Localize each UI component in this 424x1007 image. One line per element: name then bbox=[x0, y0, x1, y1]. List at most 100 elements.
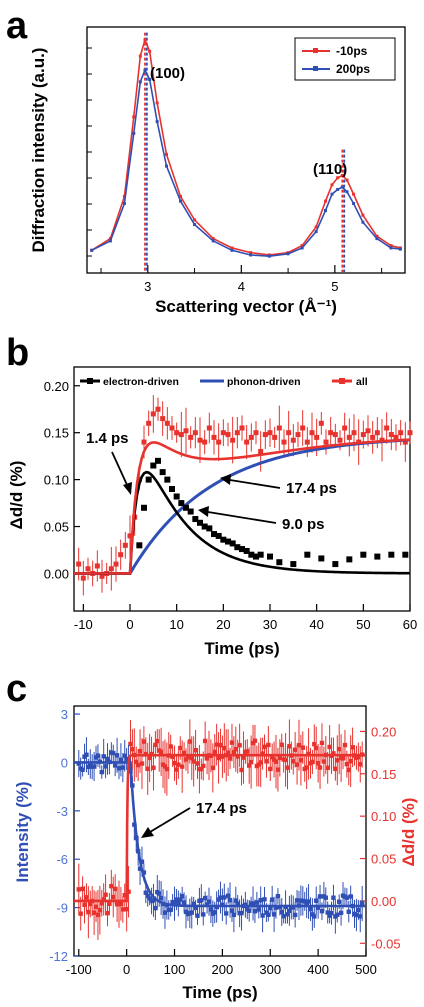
arrow-1p4 bbox=[111, 451, 129, 488]
panel-c-plot bbox=[74, 719, 366, 940]
data-point-dd bbox=[262, 744, 267, 750]
data-point-intensity bbox=[147, 896, 152, 901]
data-point-intensity bbox=[266, 912, 271, 918]
panel-a-xlabel: Scattering vector (Å⁻¹) bbox=[155, 297, 337, 316]
data-point-all bbox=[113, 561, 119, 567]
data-point-dd bbox=[294, 762, 300, 767]
data-point bbox=[340, 173, 344, 177]
panel-a-annot-100: (100) bbox=[150, 65, 185, 82]
data-point-all bbox=[328, 430, 334, 436]
data-point-electron bbox=[360, 551, 367, 558]
data-point-electron bbox=[155, 457, 161, 464]
data-point-dd bbox=[225, 750, 231, 755]
data-point-intensity bbox=[233, 898, 238, 903]
data-point-dd bbox=[248, 759, 254, 765]
data-point-dd bbox=[145, 766, 150, 772]
data-point-dd bbox=[273, 759, 279, 764]
data-point-intensity bbox=[319, 908, 325, 914]
data-point-intensity bbox=[111, 750, 116, 756]
data-point-all bbox=[258, 448, 264, 454]
data-point-dd bbox=[356, 754, 361, 760]
data-point-dd bbox=[95, 912, 101, 918]
legend-box bbox=[294, 37, 396, 81]
data-point-intensity bbox=[227, 897, 233, 903]
data-point-all bbox=[272, 434, 278, 440]
data-point-intensity bbox=[268, 905, 273, 911]
x-tick-label: 100 bbox=[164, 962, 186, 977]
panel-a-xticks: 3 4 5 bbox=[87, 47, 383, 294]
data-point-dd bbox=[212, 749, 217, 755]
data-point-dd bbox=[134, 759, 139, 765]
data-point-dd bbox=[191, 759, 196, 764]
data-point-dd bbox=[333, 766, 338, 772]
data-point bbox=[230, 246, 234, 250]
data-point-intensity bbox=[224, 911, 229, 916]
legend-marker-black bbox=[87, 378, 93, 384]
fit-dd bbox=[74, 753, 366, 903]
data-point-intensity bbox=[225, 893, 231, 898]
y-left-tick-label: -3 bbox=[56, 804, 68, 819]
x-tick-label: 200 bbox=[212, 962, 234, 977]
panel-c-ylabel-right: Δd/d (%) bbox=[399, 798, 418, 867]
data-point-dd bbox=[84, 895, 89, 900]
data-point bbox=[165, 164, 168, 168]
data-point-electron bbox=[248, 551, 255, 558]
data-point-intensity bbox=[256, 907, 261, 912]
data-point-all bbox=[370, 434, 376, 440]
data-point-dd bbox=[153, 742, 158, 748]
panel-b-frame bbox=[73, 366, 411, 612]
data-point-intensity bbox=[292, 912, 298, 918]
data-point-dd bbox=[76, 887, 81, 892]
data-point-all bbox=[99, 573, 105, 579]
panel-letter-b: b bbox=[6, 332, 29, 374]
data-point-intensity bbox=[202, 895, 208, 901]
data-point-all bbox=[108, 566, 114, 572]
data-point-dd bbox=[319, 740, 325, 746]
data-point-dd bbox=[239, 767, 244, 773]
data-point bbox=[132, 115, 136, 119]
data-point-all bbox=[281, 439, 287, 445]
data-point-electron bbox=[141, 504, 147, 511]
data-point-dd bbox=[344, 761, 350, 767]
data-point-electron bbox=[304, 551, 311, 558]
data-point-intensity bbox=[275, 893, 281, 899]
data-point-all bbox=[146, 420, 152, 426]
data-point-all bbox=[234, 430, 240, 436]
data-point-electron bbox=[145, 476, 152, 483]
data-point-dd bbox=[348, 758, 353, 764]
data-point-electron bbox=[276, 559, 283, 566]
data-point-intensity bbox=[122, 753, 127, 758]
data-point-dd bbox=[269, 754, 275, 760]
data-point-electron bbox=[243, 547, 250, 554]
data-point-intensity bbox=[114, 753, 120, 758]
y-right-tick-label: 0.05 bbox=[371, 852, 396, 867]
data-point-intensity bbox=[254, 900, 260, 905]
data-point-all bbox=[202, 439, 208, 445]
data-point-dd bbox=[314, 745, 319, 751]
data-point-all bbox=[323, 439, 329, 445]
data-point-intensity bbox=[235, 901, 240, 906]
data-point-electron bbox=[220, 536, 227, 543]
legend-marker-red-b bbox=[339, 378, 345, 384]
data-point bbox=[230, 248, 234, 252]
data-point-dd bbox=[258, 760, 263, 765]
legend-marker-blue bbox=[313, 66, 318, 71]
data-point-electron bbox=[164, 476, 171, 483]
data-point-dd bbox=[231, 749, 237, 755]
data-point-intensity bbox=[80, 767, 85, 772]
data-point-dd bbox=[250, 740, 256, 746]
data-point-dd bbox=[118, 901, 124, 907]
data-point-electron bbox=[239, 546, 245, 553]
arrow-9p0 bbox=[207, 511, 277, 524]
data-point-all bbox=[374, 430, 380, 436]
x-tick-label: 0 bbox=[123, 962, 130, 977]
data-point-all bbox=[206, 425, 212, 431]
data-point bbox=[361, 220, 365, 224]
data-point-intensity bbox=[172, 901, 177, 906]
data-point-dd bbox=[358, 762, 363, 767]
data-point-intensity bbox=[262, 897, 267, 902]
data-point-all bbox=[286, 430, 292, 436]
data-point-intensity bbox=[229, 908, 235, 913]
x-tick-label: 20 bbox=[216, 617, 230, 632]
data-point-dd bbox=[350, 745, 355, 750]
